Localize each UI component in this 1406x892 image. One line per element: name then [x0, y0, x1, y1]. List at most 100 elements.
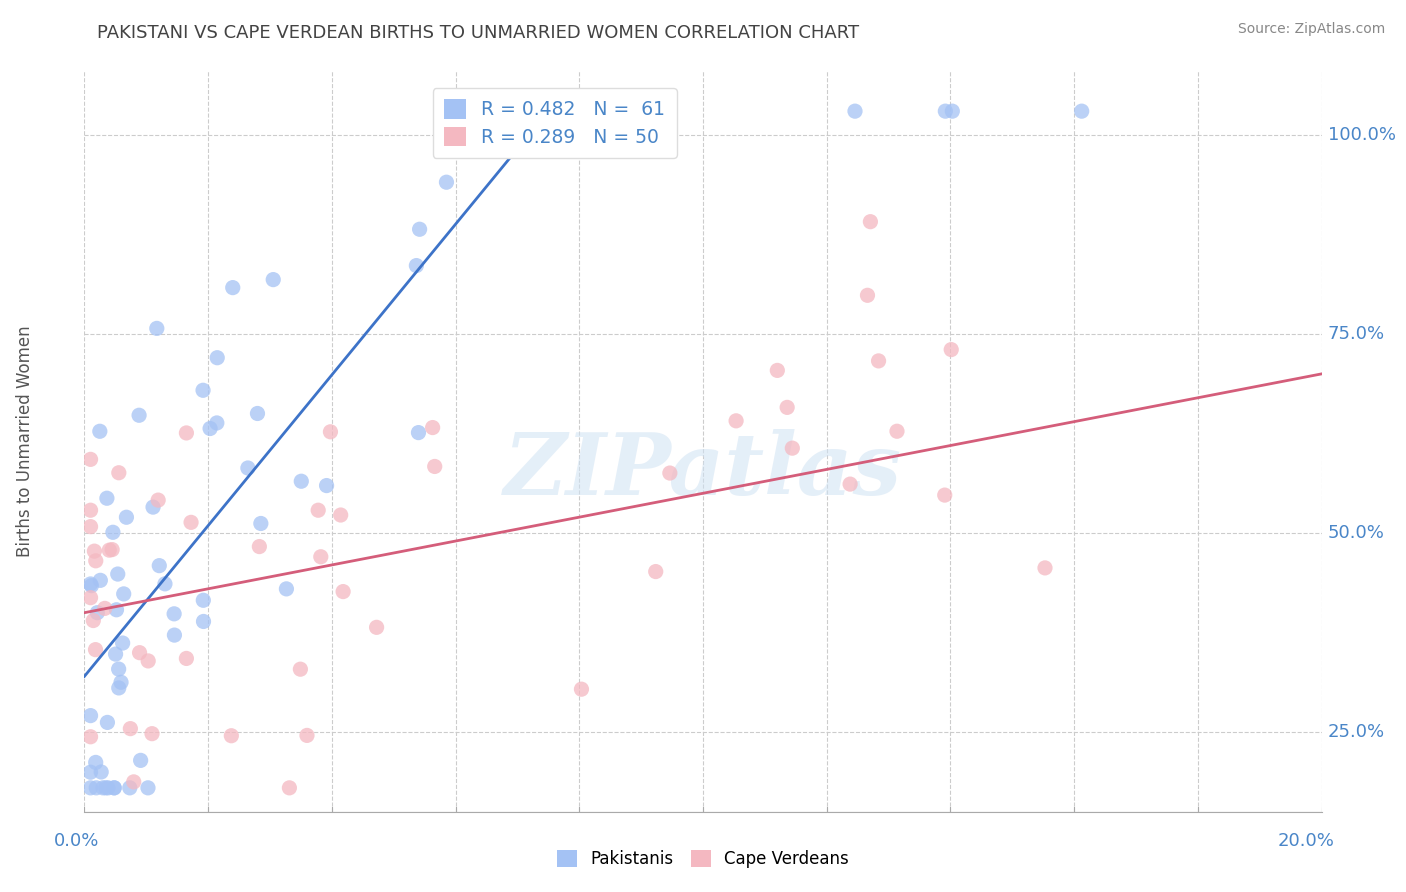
- Legend: R = 0.482   N =  61, R = 0.289   N = 50: R = 0.482 N = 61, R = 0.289 N = 50: [433, 88, 676, 158]
- Point: [193, 615, 215, 629]
- Point: [79, 577, 101, 591]
- Point: [307, 503, 329, 517]
- Point: [941, 343, 963, 357]
- Point: [366, 620, 388, 634]
- Point: [193, 593, 215, 607]
- Text: Births to Unmarried Women: Births to Unmarried Women: [15, 326, 34, 558]
- Point: [86, 606, 108, 620]
- Point: [868, 354, 890, 368]
- Text: 75.0%: 75.0%: [1327, 325, 1385, 343]
- Point: [101, 542, 124, 557]
- Point: [107, 662, 129, 676]
- Point: [104, 647, 127, 661]
- Point: [79, 452, 101, 467]
- Point: [839, 477, 862, 491]
- Point: [84, 780, 107, 795]
- Point: [844, 104, 866, 119]
- Point: [309, 549, 332, 564]
- Point: [221, 729, 243, 743]
- Text: 0.0%: 0.0%: [53, 831, 98, 849]
- Point: [329, 508, 352, 522]
- Point: [79, 708, 101, 723]
- Point: [276, 582, 298, 596]
- Point: [934, 104, 956, 119]
- Point: [94, 780, 117, 795]
- Point: [250, 516, 273, 531]
- Point: [98, 543, 121, 558]
- Point: [295, 728, 318, 742]
- Point: [120, 722, 142, 736]
- Point: [97, 780, 120, 795]
- Point: [122, 775, 145, 789]
- Text: 100.0%: 100.0%: [1327, 126, 1396, 144]
- Point: [405, 259, 427, 273]
- Point: [332, 584, 354, 599]
- Point: [105, 603, 128, 617]
- Text: 25.0%: 25.0%: [1327, 723, 1385, 741]
- Point: [107, 681, 129, 695]
- Point: [148, 558, 170, 573]
- Point: [1070, 104, 1092, 119]
- Point: [278, 780, 301, 795]
- Point: [408, 222, 430, 236]
- Text: 20.0%: 20.0%: [1277, 831, 1334, 849]
- Point: [198, 421, 221, 435]
- Point: [436, 175, 458, 189]
- Point: [128, 409, 150, 423]
- Text: Source: ZipAtlas.com: Source: ZipAtlas.com: [1237, 22, 1385, 37]
- Point: [408, 425, 430, 440]
- Point: [146, 321, 169, 335]
- Point: [644, 565, 666, 579]
- Point: [110, 675, 132, 690]
- Point: [191, 384, 214, 398]
- Point: [79, 503, 101, 517]
- Point: [83, 544, 105, 558]
- Point: [129, 753, 152, 767]
- Text: ZIPatlas: ZIPatlas: [503, 429, 903, 513]
- Point: [82, 614, 104, 628]
- Point: [246, 407, 269, 421]
- Point: [886, 424, 908, 438]
- Point: [146, 493, 169, 508]
- Point: [1033, 561, 1056, 575]
- Point: [205, 416, 228, 430]
- Point: [115, 510, 138, 524]
- Point: [207, 351, 229, 365]
- Point: [84, 756, 107, 770]
- Point: [136, 780, 159, 795]
- Point: [79, 780, 101, 795]
- Point: [103, 780, 125, 795]
- Point: [101, 525, 124, 540]
- Point: [467, 123, 489, 137]
- Point: [222, 280, 245, 294]
- Point: [247, 540, 270, 554]
- Point: [236, 461, 259, 475]
- Point: [163, 607, 186, 621]
- Point: [128, 646, 150, 660]
- Point: [766, 363, 789, 377]
- Point: [89, 424, 111, 438]
- Point: [96, 715, 118, 730]
- Legend: Pakistanis, Cape Verdeans: Pakistanis, Cape Verdeans: [551, 843, 855, 875]
- Point: [859, 215, 882, 229]
- Point: [107, 567, 129, 582]
- Point: [79, 591, 101, 605]
- Point: [290, 662, 312, 676]
- Point: [315, 478, 337, 492]
- Point: [79, 730, 101, 744]
- Point: [725, 414, 748, 428]
- Point: [91, 780, 114, 795]
- Point: [571, 682, 593, 697]
- Point: [658, 466, 681, 480]
- Point: [111, 636, 134, 650]
- Point: [423, 459, 446, 474]
- Point: [90, 764, 112, 779]
- Point: [180, 516, 202, 530]
- Point: [108, 466, 131, 480]
- Point: [319, 425, 342, 439]
- Point: [776, 401, 799, 415]
- Point: [118, 780, 141, 795]
- Point: [262, 272, 284, 286]
- Point: [176, 425, 198, 440]
- Point: [103, 780, 125, 795]
